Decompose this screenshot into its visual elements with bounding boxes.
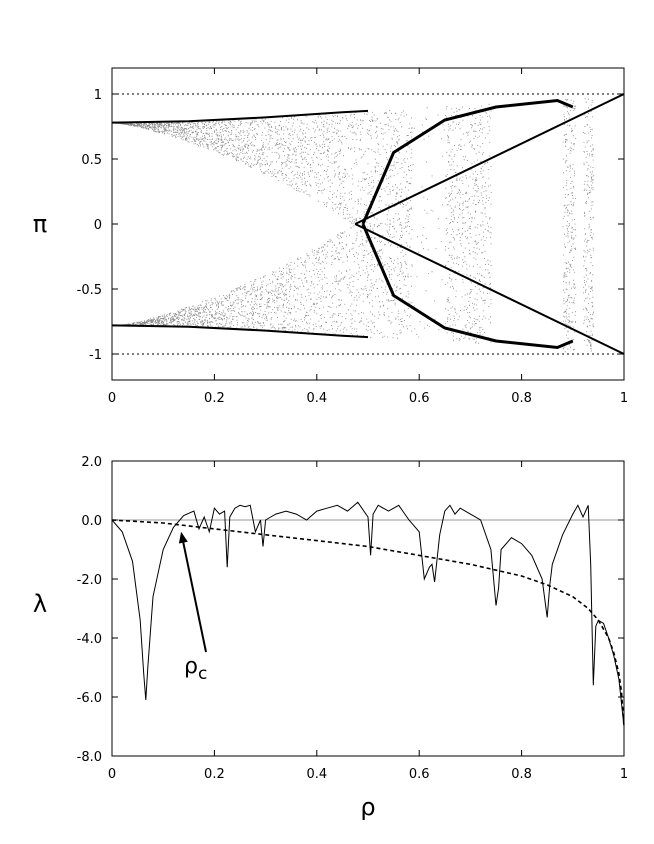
x-tick-label: 0.2: [204, 391, 225, 406]
lyapunov-curve: [111, 501, 625, 727]
upper-branch: [111, 109, 369, 124]
x-tick-label: 1: [620, 391, 628, 406]
x-tick-labels: 0 0.2 0.4 0.6 0.8 1: [108, 68, 628, 406]
x-tick-label: 0.8: [511, 767, 532, 782]
y-tick-label: 1: [94, 88, 102, 103]
y-tick-label: -1: [89, 348, 102, 363]
dashed-curve: [111, 519, 625, 727]
y-tick-label: -2.0: [77, 573, 102, 588]
y-axis-label: λ: [33, 590, 47, 618]
falling-line: [354, 223, 625, 355]
reference-lines: [112, 93, 624, 355]
y-tick-label: -8.0: [77, 750, 102, 765]
bifurcation-panel: 0 0.2 0.4 0.6 0.8 1 -1 -0.5 0 0.5 1 π: [33, 67, 628, 406]
plot-frame: [111, 460, 625, 757]
y-tick-label: -0.5: [77, 283, 102, 298]
y-tick-label: 0.5: [81, 153, 102, 168]
lyapunov-panel: 0 0.2 0.4 0.6 0.8 1 2.00.0-2.0-4.0-6.0-8.0 λ …: [33, 455, 628, 821]
x-tick-label: 0.4: [306, 767, 327, 782]
outer-arc-lower: [361, 223, 574, 350]
x-tick-label: 0: [108, 767, 116, 782]
y-tick-label: -6.0: [77, 691, 102, 706]
annotation-main: ρ: [184, 654, 198, 679]
annotation-arrow: [182, 542, 207, 653]
y-tick-label: 0.0: [81, 514, 102, 529]
annotation-arrowhead: [178, 531, 188, 544]
y-tick-labels: 2.0 0.0 -2.0 -4.0 -6.0 -8.0: [77, 455, 624, 765]
x-tick-labels: 0 0.2 0.4 0.6 0.8 1: [108, 461, 628, 782]
y-tick-labels: -1 -0.5 0 0.5 1: [77, 88, 624, 363]
x-tick-label: 0.4: [306, 391, 327, 406]
bifurcation-scatter: [111, 93, 625, 355]
y-tick-label: 0: [94, 218, 102, 233]
x-tick-label: 0.6: [409, 391, 430, 406]
x-tick-label: 1: [620, 767, 628, 782]
rising-line: [354, 93, 625, 225]
annotation-sub: c: [198, 664, 207, 684]
x-tick-label: 0: [108, 391, 116, 406]
y-tick-label: 2.0: [81, 455, 102, 470]
lyapunov-curves: [111, 501, 625, 727]
chaotic-band: [112, 98, 595, 353]
lower-branch: [111, 324, 369, 339]
x-tick-label: 0.8: [511, 391, 532, 406]
y-axis-label: π: [33, 210, 47, 238]
x-tick-label: 0.6: [409, 767, 430, 782]
outer-arc-upper: [361, 98, 574, 225]
annotation-label: ρc: [184, 654, 207, 684]
x-tick-label: 0.2: [204, 767, 225, 782]
x-axis-label: ρ: [360, 793, 375, 821]
plot-frame: [111, 67, 625, 381]
y-tick-label: -4.0: [77, 632, 102, 647]
rho-c-annotation: ρc: [178, 531, 207, 684]
